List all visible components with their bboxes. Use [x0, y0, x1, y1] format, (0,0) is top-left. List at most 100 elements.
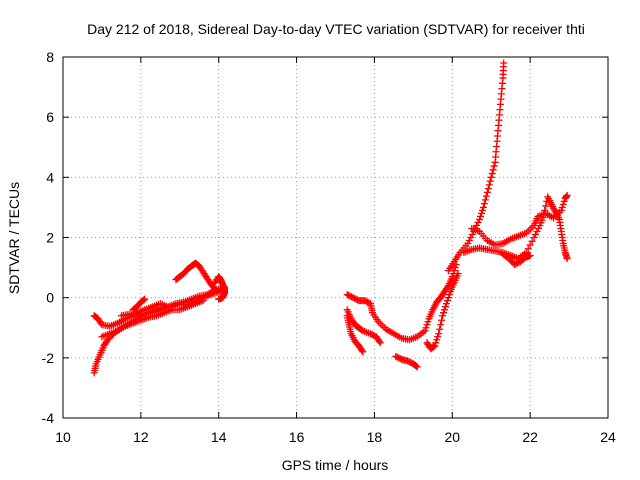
series-seg6 — [172, 259, 219, 293]
data-point — [500, 59, 508, 67]
data-point — [563, 255, 571, 263]
data-point — [210, 284, 218, 292]
data-point — [451, 264, 459, 272]
data-point — [413, 363, 421, 371]
data-point — [442, 300, 450, 308]
data-point — [528, 237, 536, 245]
data-point — [486, 177, 494, 185]
x-tick-label: 24 — [600, 429, 616, 445]
data-point — [557, 206, 565, 214]
data-point — [489, 166, 497, 174]
y-tick-label: 4 — [46, 169, 54, 185]
data-point — [359, 348, 367, 356]
data-point — [558, 203, 566, 211]
data-point — [437, 321, 445, 329]
y-tick-label: 6 — [46, 109, 54, 125]
data-point — [164, 303, 172, 311]
data-point — [560, 197, 568, 205]
y-tick-label: -4 — [42, 410, 55, 426]
data-point — [481, 196, 489, 204]
data-point — [467, 234, 475, 241]
data-point — [448, 273, 456, 281]
data-point — [444, 294, 452, 302]
x-tick-label: 10 — [55, 429, 71, 445]
data-point — [433, 336, 441, 344]
data-point — [422, 324, 430, 332]
series-seg4 — [117, 300, 172, 320]
data-points — [90, 59, 571, 377]
data-point — [454, 270, 462, 278]
data-point — [430, 343, 438, 351]
y-tick-label: -2 — [42, 350, 55, 366]
y-tick-label: 0 — [46, 290, 54, 306]
data-point — [477, 209, 485, 217]
data-point — [464, 240, 472, 248]
series-seg12 — [423, 270, 462, 353]
data-point — [358, 346, 366, 354]
data-point — [438, 316, 446, 324]
data-point — [534, 224, 542, 232]
data-point — [440, 309, 448, 317]
data-point — [482, 192, 490, 200]
data-point — [424, 318, 432, 326]
x-axis-label: GPS time / hours — [282, 457, 389, 473]
data-point — [474, 218, 482, 226]
x-tick-label: 22 — [522, 429, 538, 445]
data-point — [465, 237, 473, 245]
data-point — [478, 206, 486, 214]
series-seg5 — [129, 295, 149, 314]
data-point — [436, 325, 444, 333]
data-point — [473, 221, 481, 229]
data-point — [431, 342, 439, 350]
data-point — [485, 181, 493, 189]
x-tick-label: 14 — [211, 429, 227, 445]
x-tick-label: 18 — [367, 429, 383, 445]
series-seg15 — [468, 191, 571, 249]
series-seg2 — [90, 283, 229, 330]
x-tick-label: 20 — [444, 429, 460, 445]
data-point — [423, 321, 431, 329]
series-seg7 — [211, 273, 229, 303]
series-seg16 — [499, 250, 534, 269]
data-point — [211, 285, 219, 293]
data-point — [432, 339, 440, 347]
data-point — [441, 306, 448, 314]
data-point — [435, 330, 443, 338]
data-point — [526, 241, 534, 249]
data-point — [140, 296, 148, 304]
data-point — [375, 337, 383, 345]
data-point — [376, 339, 384, 347]
series-seg9 — [343, 261, 460, 344]
data-point — [439, 312, 447, 320]
data-point — [484, 185, 492, 193]
y-axis-label: SDTVAR / TECUs — [6, 182, 22, 294]
data-point — [468, 230, 476, 238]
y-tick-label: 2 — [46, 230, 54, 246]
chart-title: Day 212 of 2018, Sidereal Day-to-day VTE… — [87, 21, 585, 37]
data-point — [531, 230, 539, 238]
y-tick-label: 8 — [46, 49, 54, 65]
data-point — [476, 215, 484, 223]
series-seg10 — [343, 306, 384, 347]
data-point — [526, 252, 534, 260]
data-point — [533, 227, 541, 235]
data-point — [445, 291, 453, 299]
data-point — [215, 295, 223, 303]
series-seg3 — [98, 297, 207, 341]
data-point — [434, 333, 442, 341]
x-tick-label: 16 — [289, 429, 305, 445]
data-point — [479, 203, 487, 211]
data-point — [141, 295, 149, 303]
data-point — [199, 297, 207, 305]
data-point — [530, 234, 538, 241]
data-point — [477, 212, 485, 220]
data-point — [490, 162, 498, 170]
data-point — [488, 170, 496, 178]
plot-frame — [62, 56, 609, 419]
data-point — [450, 267, 458, 275]
data-point — [541, 206, 549, 214]
data-point — [412, 362, 420, 370]
data-point — [559, 200, 567, 208]
